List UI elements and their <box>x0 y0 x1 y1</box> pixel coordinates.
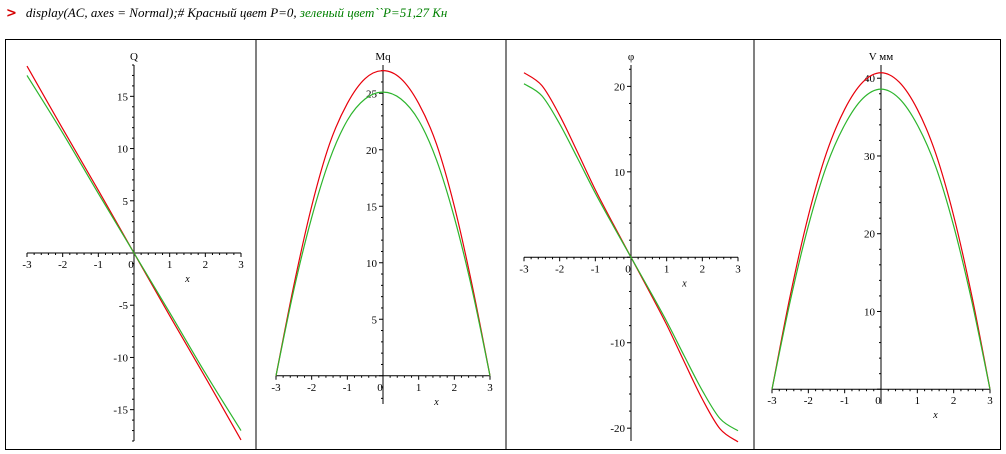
command-code-text[interactable]: display(AC, axes = Normal);# Красный цве… <box>25 5 300 20</box>
y-tick-label: -10 <box>113 352 128 364</box>
x-tick-label: -3 <box>22 259 32 271</box>
y-tick-label: -10 <box>610 338 625 350</box>
y-tick-label: 20 <box>366 145 378 157</box>
y-tick-label: 10 <box>864 306 876 318</box>
y-tick-label: -20 <box>610 423 625 435</box>
x-tick-label: -3 <box>271 382 281 394</box>
y-tick-label: -5 <box>119 300 129 312</box>
x-tick-label: -2 <box>307 382 316 394</box>
command-prompt: > <box>6 5 17 21</box>
x-tick-label: -1 <box>94 259 103 271</box>
x-tick-label: -2 <box>804 395 813 407</box>
command-comment-green[interactable]: зеленый цвет``P=51,27 Кн <box>299 5 448 20</box>
x-tick-label: 1 <box>664 263 670 275</box>
x-axis-label: x <box>433 397 439 408</box>
x-tick-label: 0 <box>377 382 383 394</box>
x-axis-label: x <box>681 278 687 289</box>
x-tick-label: 0 <box>875 395 881 407</box>
y-axis-label: Mq <box>375 51 391 63</box>
y-tick-label: 10 <box>614 167 626 179</box>
x-tick-label: 0 <box>625 263 631 275</box>
x-tick-label: 2 <box>700 263 706 275</box>
command-line[interactable]: > display(AC, axes = Normal);# Красный ц… <box>0 0 1006 26</box>
series-line-red <box>771 72 991 390</box>
series-line-green <box>26 75 242 431</box>
y-tick-label: -15 <box>113 405 128 417</box>
x-tick-label: -3 <box>767 395 777 407</box>
y-tick-label: 30 <box>864 151 876 163</box>
series-line-green <box>771 88 991 390</box>
x-tick-label: 2 <box>951 395 957 407</box>
series-line-green <box>275 91 491 376</box>
y-tick-label: 20 <box>614 81 626 93</box>
y-tick-label: 15 <box>366 201 378 213</box>
x-tick-label: -2 <box>555 263 564 275</box>
y-tick-label: 15 <box>117 91 129 103</box>
y-tick-label: 5 <box>372 314 378 326</box>
chart-panel-4: -3 -2 -1 0 1 2 3 10 20 30 40 V мм x <box>753 40 993 449</box>
x-tick-label: -1 <box>840 395 849 407</box>
x-tick-label: 3 <box>987 395 993 407</box>
x-tick-label: -2 <box>58 259 67 271</box>
x-tick-label: 1 <box>416 382 422 394</box>
series-line-green <box>523 83 739 432</box>
y-axis-label: Q <box>130 51 138 63</box>
y-axis-label: φ <box>628 51 634 63</box>
x-tick-label: 3 <box>735 263 741 275</box>
x-tick-label: 1 <box>915 395 921 407</box>
y-tick-label: 40 <box>864 73 876 85</box>
x-tick-label: 3 <box>238 259 244 271</box>
x-tick-label: -1 <box>591 263 600 275</box>
x-tick-label: 0 <box>128 259 134 271</box>
x-tick-label: -1 <box>343 382 352 394</box>
x-axis-label: x <box>932 410 938 421</box>
x-axis-label: x <box>184 274 190 285</box>
y-axis-label: V мм <box>869 51 893 63</box>
y-tick-label: 10 <box>117 144 129 156</box>
series-line-red <box>275 70 491 376</box>
y-tick-label: 10 <box>366 258 378 270</box>
x-tick-label: 1 <box>167 259 173 271</box>
x-tick-label: 2 <box>203 259 209 271</box>
y-tick-label: 5 <box>123 196 129 208</box>
x-tick-label: 3 <box>487 382 493 394</box>
y-tick-label: 20 <box>864 229 876 241</box>
x-tick-label: 2 <box>452 382 458 394</box>
x-tick-label: -3 <box>519 263 529 275</box>
